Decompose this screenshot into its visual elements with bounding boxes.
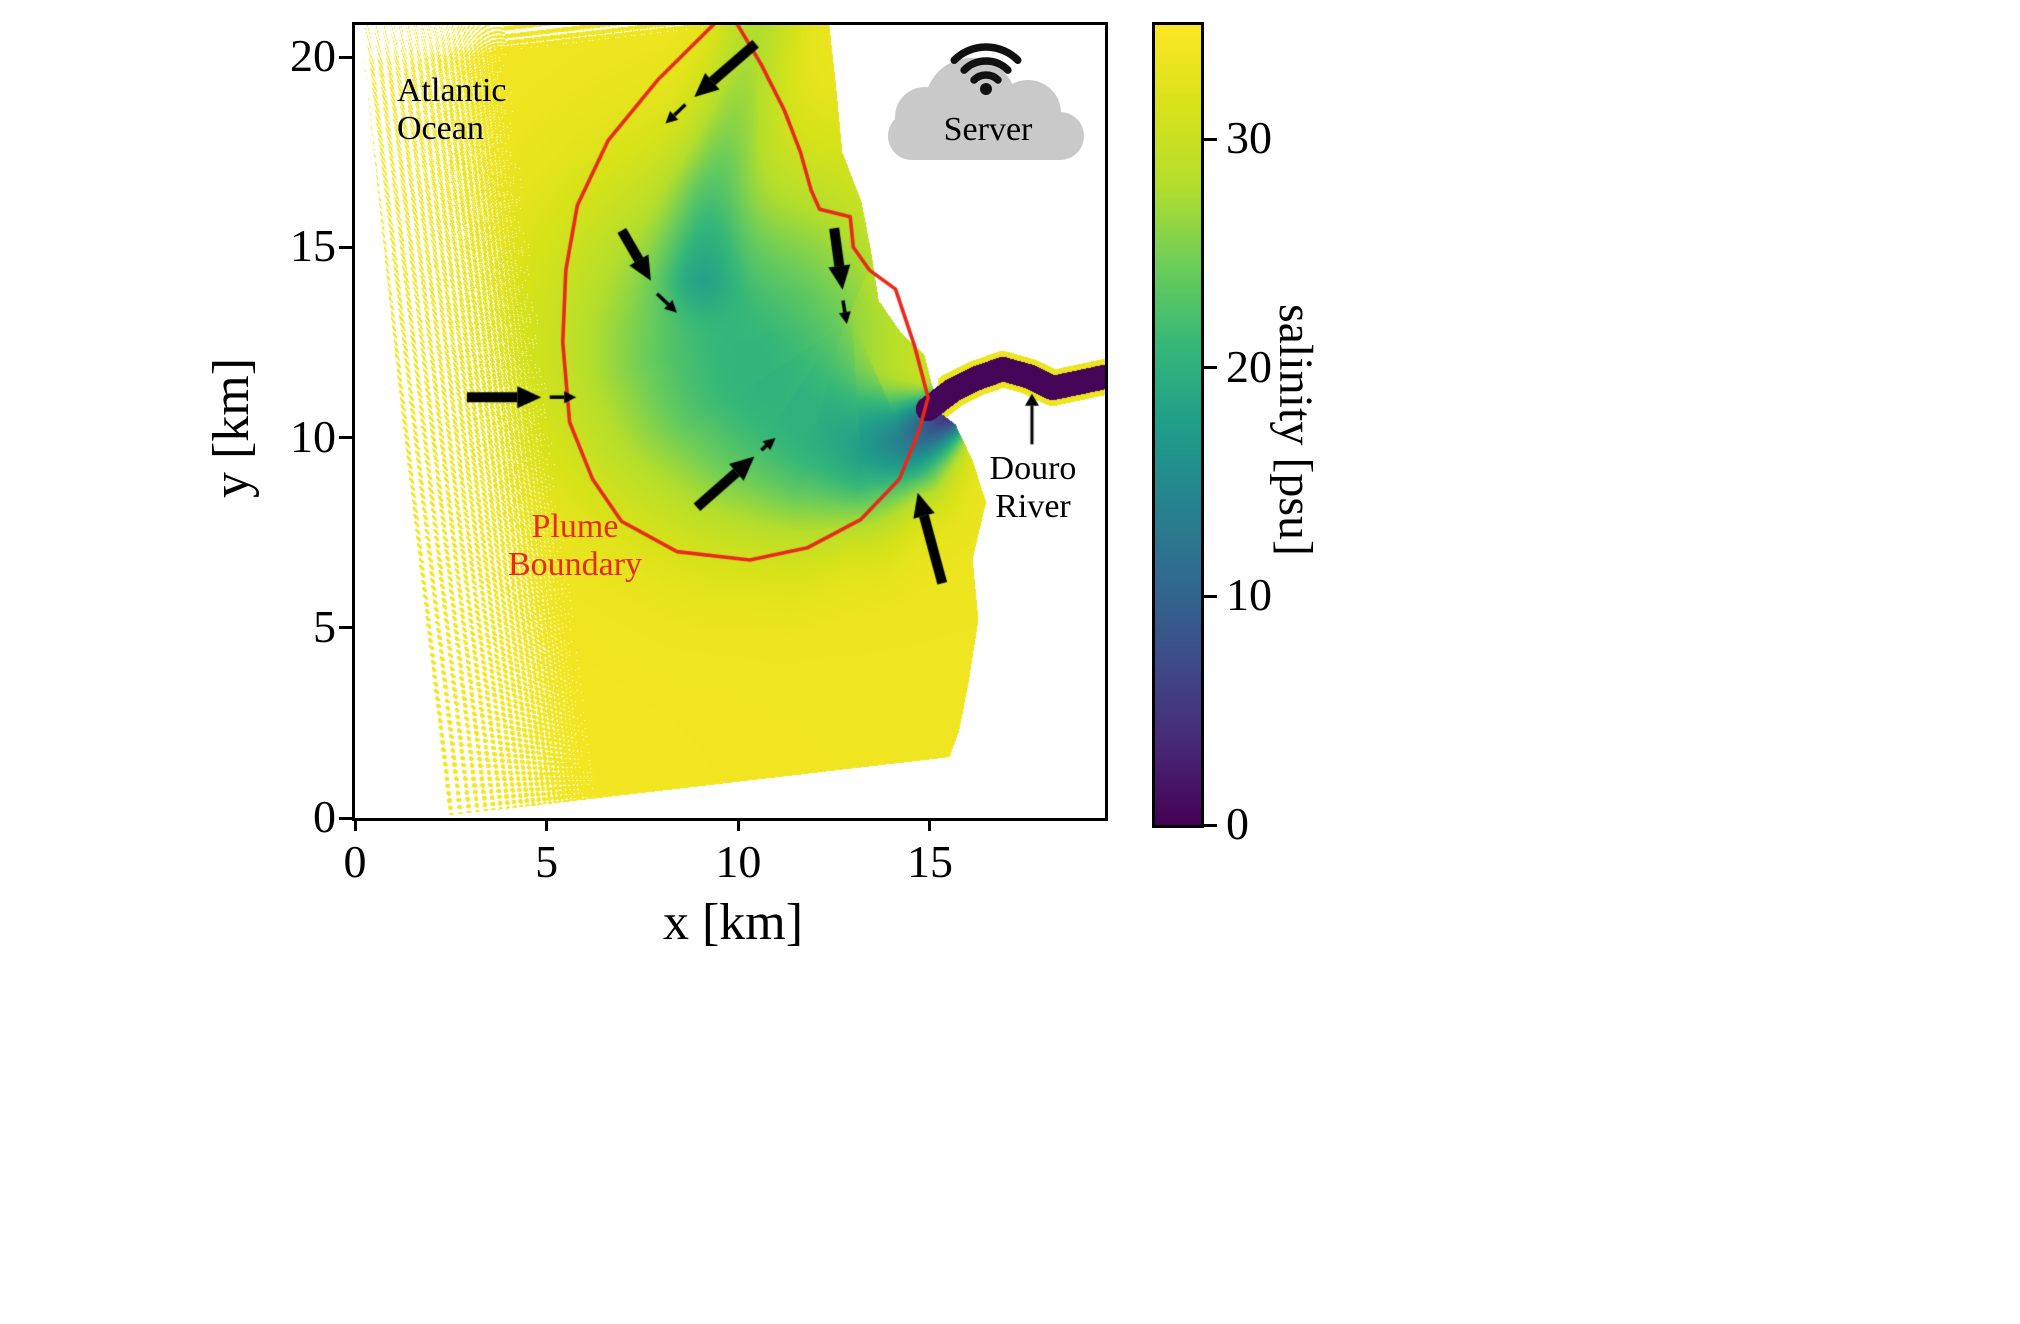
plume-boundary-label: Plume Boundary: [507, 508, 643, 583]
x-tick-label: 0: [343, 836, 367, 887]
x-tick-label: 10: [715, 836, 762, 887]
colorbar-tick-mark: [1204, 137, 1217, 141]
x-tick-label: 5: [535, 836, 559, 887]
x-tick-mark: [353, 818, 357, 831]
colorbar-tick-label: 30: [1226, 112, 1272, 164]
y-tick-label: 20: [290, 30, 336, 81]
colorbar-tick-mark: [1204, 366, 1217, 370]
colorbar: [1152, 22, 1204, 828]
y-tick-mark: [339, 245, 352, 249]
douro-river-label: Douro River: [989, 450, 1077, 525]
colorbar-tick-mark: [1204, 823, 1217, 827]
y-tick-label: 5: [313, 600, 336, 652]
cloud-icon: [888, 112, 1084, 160]
y-tick-mark: [339, 55, 352, 59]
colorbar-tick-label: 0: [1226, 798, 1249, 849]
plot-axes: Atlantic Ocean Plume Boundary Douro Rive…: [352, 22, 1108, 821]
colorbar-tick-label: 20: [1226, 340, 1272, 392]
x-tick-mark: [928, 818, 932, 831]
wifi-icon: [950, 43, 1022, 95]
y-tick-label: 15: [290, 220, 336, 272]
colorbar-tick-label: 10: [1226, 569, 1272, 621]
colorbar-gradient: [1155, 25, 1201, 825]
colorbar-tick-mark: [1204, 594, 1217, 598]
y-tick-mark: [339, 436, 352, 439]
server-label: Server: [943, 111, 1033, 148]
x-tick-mark: [545, 818, 549, 831]
y-tick-mark: [339, 626, 352, 630]
y-tick-mark: [339, 816, 352, 820]
atlantic-ocean-label: Atlantic Ocean: [397, 72, 507, 147]
y-tick-label: 0: [313, 791, 336, 842]
x-tick-label: 15: [906, 836, 953, 887]
x-tick-mark: [736, 818, 740, 831]
y-tick-label: 10: [290, 410, 336, 462]
x-axis-label: x [km]: [662, 894, 804, 951]
